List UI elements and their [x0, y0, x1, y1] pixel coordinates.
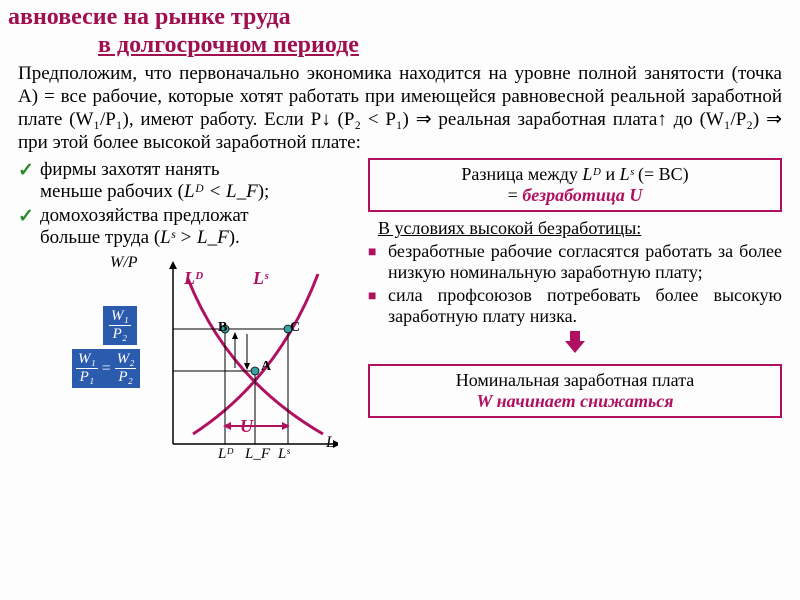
bullet-list: ✓ фирмы захотят нанять меньше рабочих (L…	[18, 156, 358, 250]
xtick-ld: Lᴰ	[218, 446, 234, 463]
check-icon: ✓	[18, 159, 34, 203]
x-axis-label: L	[326, 434, 335, 452]
intro-paragraph: Предположим, что первоначально экономика…	[0, 59, 800, 156]
down-arrow-icon	[560, 331, 590, 353]
bullet-1: фирмы захотят нанять меньше рабочих (Lᴰ …	[40, 159, 269, 203]
body2-heading: В условиях высокой безработицы:	[368, 218, 782, 239]
y-axis-label: W/P	[110, 254, 138, 272]
slide-title: авновесие на рынке труда в долгосрочном …	[0, 0, 800, 59]
body2-item1: безработные рабочие согласятся работать …	[388, 241, 782, 283]
point-C: C	[290, 320, 300, 336]
xtick-lf: L_F	[245, 446, 270, 463]
high-unemployment-block: В условиях высокой безработицы: ■ безраб…	[368, 212, 782, 328]
frac-w1p2: W₁ P₂	[103, 306, 137, 345]
frac-equality: W₁ P₁ = W₂ P₂	[72, 349, 140, 388]
title-line1: авновесие на рынке труда	[8, 4, 800, 32]
title-line2: в долгосрочном периоде	[8, 32, 800, 60]
box1-line1: Разница между Lᴰ и Lˢ (= BC)	[378, 164, 772, 185]
box1-line2: = безработица U	[378, 185, 772, 206]
ld-curve-label: Lᴰ	[184, 268, 203, 289]
check-icon: ✓	[18, 205, 34, 249]
unemployment-box: Разница между Lᴰ и Lˢ (= BC) = безработи…	[368, 158, 782, 212]
body2-item2: сила профсоюзов потребовать более высоку…	[388, 285, 782, 327]
xtick-ls: Lˢ	[278, 446, 290, 463]
labor-market-graph: W/P L Lᴰ Lˢ B C A U Lᴰ L_F Lˢ W₁ P₂ W₁ P…	[18, 254, 348, 479]
box2-line1: Номинальная заработная плата	[378, 370, 772, 391]
square-bullet-icon: ■	[368, 285, 382, 327]
point-A: A	[261, 359, 271, 375]
square-bullet-icon: ■	[368, 241, 382, 283]
nominal-wage-box: Номинальная заработная плата W начинает …	[368, 364, 782, 418]
u-label: U	[240, 416, 253, 437]
bullet-2: домохозяйства предложат больше труда (Lˢ…	[40, 205, 249, 249]
ls-curve-label: Lˢ	[253, 268, 268, 289]
point-B: B	[218, 320, 227, 336]
box2-line2: W начинает снижаться	[378, 391, 772, 412]
